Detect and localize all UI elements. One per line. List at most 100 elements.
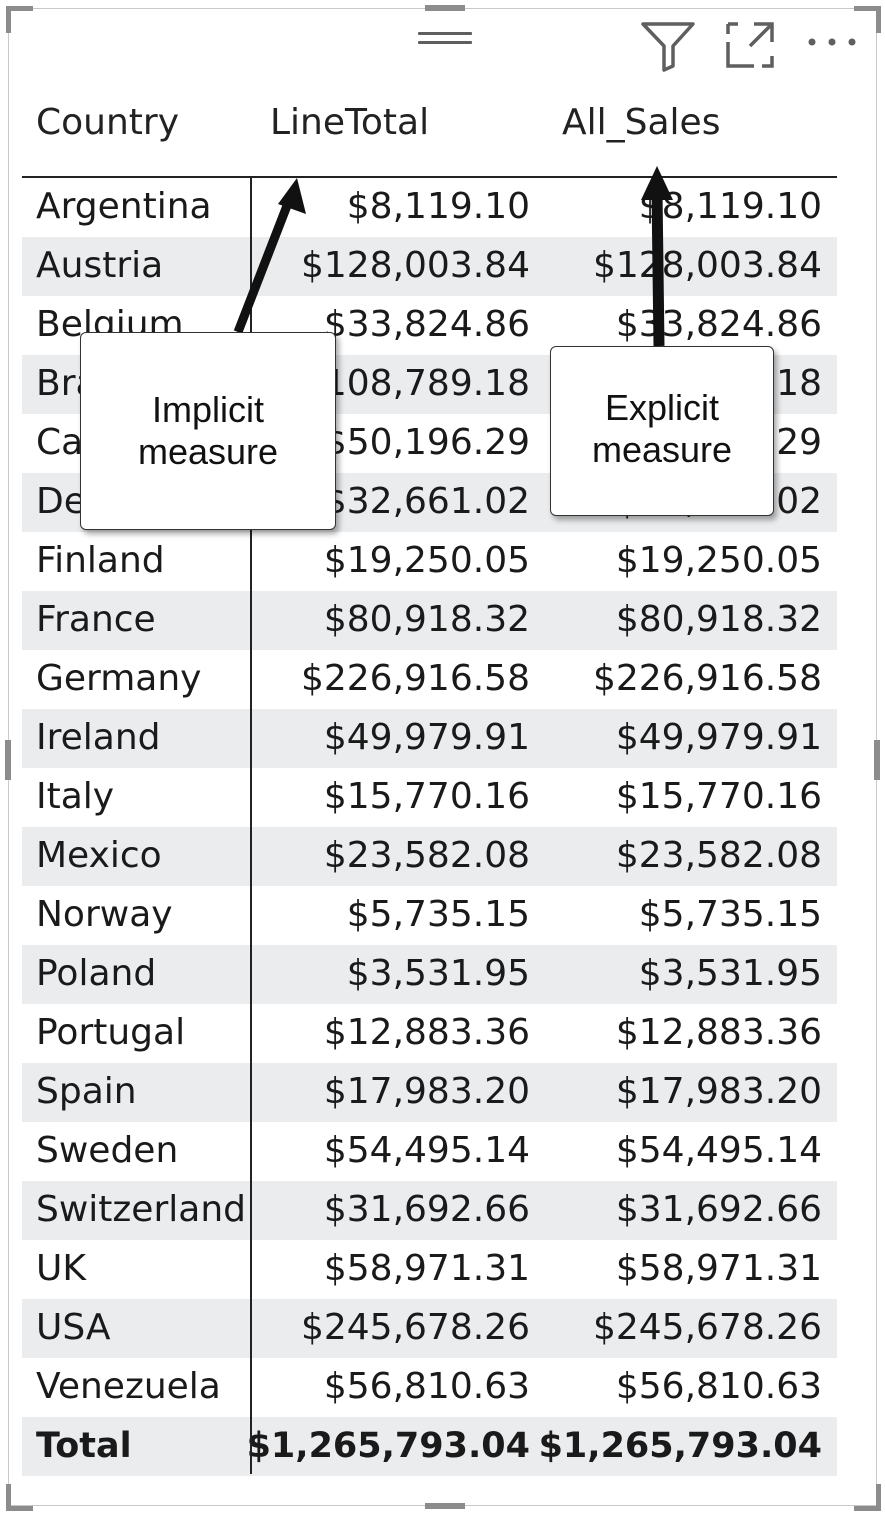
- cell-linetotal: $58,971.31: [323, 1248, 530, 1289]
- cell-all-sales: $3,531.95: [638, 953, 822, 994]
- table-row[interactable]: Italy $15,770.16 $15,770.16: [22, 768, 837, 827]
- cell-linetotal: $31,692.66: [323, 1189, 530, 1230]
- cell-country: France: [36, 599, 156, 640]
- cell-country: Mexico: [36, 835, 162, 876]
- cell-linetotal: $128,003.84: [300, 245, 530, 286]
- cell-linetotal: $23,582.08: [323, 835, 530, 876]
- cell-country: Germany: [36, 658, 202, 699]
- cell-country: Total: [36, 1426, 132, 1466]
- cell-linetotal: $12,883.36: [323, 1012, 530, 1053]
- cell-all-sales: $80,918.32: [615, 599, 822, 640]
- resize-handle-bottom-left[interactable]: [6, 1484, 33, 1511]
- table-row[interactable]: Portugal $12,883.36 $12,883.36: [22, 1004, 837, 1063]
- cell-linetotal: $226,916.58: [300, 658, 530, 699]
- cell-linetotal: $17,983.20: [323, 1071, 530, 1112]
- resize-handle-bottom-right[interactable]: [854, 1484, 881, 1511]
- implicit-callout-line1: Implicit: [151, 389, 264, 430]
- cell-all-sales: $226,916.58: [592, 658, 822, 699]
- cell-linetotal: $5,735.15: [346, 894, 530, 935]
- cell-country: Austria: [36, 245, 164, 286]
- column-header-country[interactable]: Country: [36, 102, 180, 143]
- cell-all-sales: $33,824.86: [615, 304, 822, 345]
- cell-all-sales: $8,119.10: [638, 186, 822, 227]
- cell-linetotal: $1,265,793.04: [246, 1426, 530, 1466]
- cell-country: Venezuela: [36, 1366, 221, 1407]
- cell-linetotal: $80,918.32: [323, 599, 530, 640]
- cell-all-sales: $31,692.66: [615, 1189, 822, 1230]
- table-row[interactable]: Venezuela $56,810.63 $56,810.63: [22, 1358, 837, 1417]
- cell-all-sales: $17,983.20: [615, 1071, 822, 1112]
- cell-all-sales: $54,495.14: [615, 1130, 822, 1171]
- table-row[interactable]: Belgium $33,824.86 $33,824.86: [22, 296, 837, 355]
- cell-country: Spain: [36, 1071, 137, 1112]
- table-header: Country LineTotal All_Sales: [22, 90, 837, 178]
- table-row[interactable]: France $80,918.32 $80,918.32: [22, 591, 837, 650]
- cell-all-sales: $58,971.31: [615, 1248, 822, 1289]
- cell-linetotal: $19,250.05: [323, 540, 530, 581]
- cell-country: Poland: [36, 953, 157, 994]
- cell-linetotal: $50,196.29: [323, 422, 530, 463]
- more-options-icon[interactable]: [806, 34, 858, 50]
- table-body: Argentina $8,119.10 $8,119.10 Austria $128,0…: [22, 178, 837, 1476]
- table-row[interactable]: Sweden $54,495.14 $54,495.14: [22, 1122, 837, 1181]
- cell-all-sales: $128,003.84: [592, 245, 822, 286]
- cell-all-sales: $5,735.15: [638, 894, 822, 935]
- table-row[interactable]: Mexico $23,582.08 $23,582.08: [22, 827, 837, 886]
- data-table: Country LineTotal All_Sales Argentina $8,…: [22, 90, 837, 1476]
- cell-all-sales: $19,250.05: [615, 540, 822, 581]
- resize-handle-left[interactable]: [5, 740, 11, 780]
- table-row[interactable]: Poland $3,531.95 $3,531.95: [22, 945, 837, 1004]
- resize-handle-top[interactable]: [425, 5, 465, 11]
- table-row[interactable]: UK $58,971.31 $58,971.31: [22, 1240, 837, 1299]
- cell-linetotal: $56,810.63: [323, 1366, 530, 1407]
- cell-all-sales: $245,678.26: [592, 1307, 822, 1348]
- table-row[interactable]: USA $245,678.26 $245,678.26: [22, 1299, 837, 1358]
- implicit-measure-callout: Implicit measure: [80, 332, 336, 530]
- cell-linetotal: $54,495.14: [323, 1130, 530, 1171]
- column-header-linetotal[interactable]: LineTotal: [270, 102, 430, 143]
- explicit-callout-line1: Explicit: [604, 387, 720, 428]
- table-row[interactable]: Finland $19,250.05 $19,250.05: [22, 532, 837, 591]
- table-row[interactable]: Spain $17,983.20 $17,983.20: [22, 1063, 837, 1122]
- cell-all-sales: $12,883.36: [615, 1012, 822, 1053]
- resize-handle-bottom[interactable]: [425, 1503, 465, 1509]
- table-row[interactable]: Argentina $8,119.10 $8,119.10: [22, 178, 837, 237]
- cell-country: Portugal: [36, 1012, 186, 1053]
- cell-country: USA: [36, 1307, 111, 1348]
- cell-linetotal: $3,531.95: [346, 953, 530, 994]
- table-row[interactable]: Austria $128,003.84 $128,003.84: [22, 237, 837, 296]
- cell-linetotal: $8,119.10: [346, 186, 530, 227]
- drag-handle-icon[interactable]: [418, 32, 472, 52]
- explicit-measure-callout: Explicit measure: [550, 346, 774, 516]
- table-row[interactable]: Switzerland $31,692.66 $31,692.66: [22, 1181, 837, 1240]
- resize-handle-right[interactable]: [874, 740, 880, 780]
- implicit-callout-line2: measure: [137, 431, 279, 472]
- resize-handle-top-right[interactable]: [854, 6, 881, 33]
- column-divider: [250, 176, 252, 1474]
- cell-all-sales: $23,582.08: [615, 835, 822, 876]
- total-row[interactable]: Total $1,265,793.04 $1,265,793.04: [22, 1417, 837, 1476]
- table-row[interactable]: Germany $226,916.58 $226,916.58: [22, 650, 837, 709]
- cell-country: Argentina: [36, 186, 212, 227]
- filter-icon[interactable]: [640, 20, 696, 72]
- cell-country: Norway: [36, 894, 173, 935]
- cell-all-sales: $1,265,793.04: [538, 1426, 822, 1466]
- table-row[interactable]: Norway $5,735.15 $5,735.15: [22, 886, 837, 945]
- cell-country: Finland: [36, 540, 165, 581]
- cell-country: Italy: [36, 776, 115, 817]
- cell-country: UK: [36, 1248, 86, 1289]
- cell-linetotal: $32,661.02: [323, 481, 530, 522]
- focus-mode-icon[interactable]: [724, 20, 776, 72]
- cell-country: Ireland: [36, 717, 161, 758]
- table-row[interactable]: Ireland $49,979.91 $49,979.91: [22, 709, 837, 768]
- cell-linetotal: $49,979.91: [323, 717, 530, 758]
- cell-linetotal: $33,824.86: [323, 304, 530, 345]
- cell-all-sales: $49,979.91: [615, 717, 822, 758]
- cell-linetotal: $108,789.18: [300, 363, 530, 404]
- cell-country: Switzerland: [36, 1189, 246, 1230]
- cell-all-sales: $56,810.63: [615, 1366, 822, 1407]
- cell-linetotal: $245,678.26: [300, 1307, 530, 1348]
- cell-country: Sweden: [36, 1130, 179, 1171]
- resize-handle-top-left[interactable]: [6, 6, 33, 33]
- column-header-all-sales[interactable]: All_Sales: [562, 102, 721, 143]
